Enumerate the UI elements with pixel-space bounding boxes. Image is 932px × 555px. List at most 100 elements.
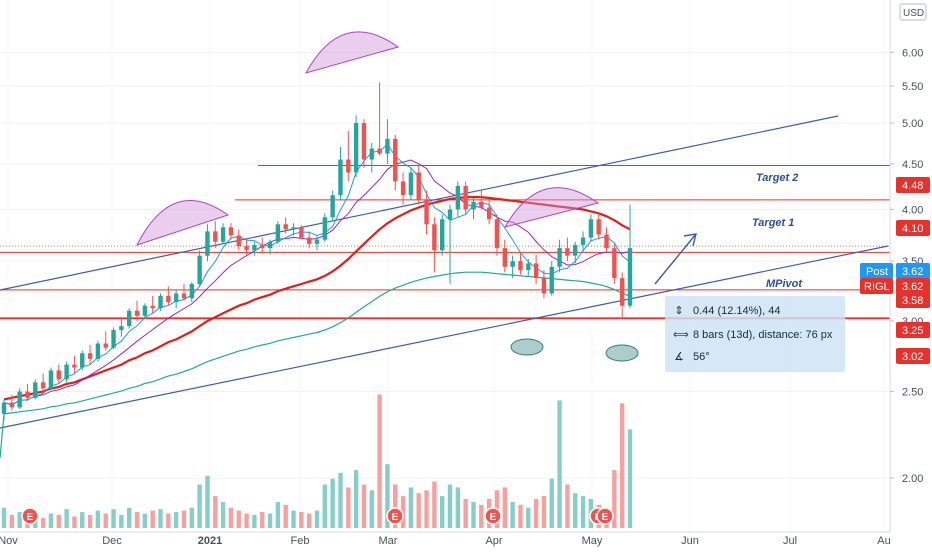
candle-body <box>56 370 61 380</box>
candle-body <box>95 343 101 359</box>
candle-body <box>510 261 515 267</box>
volume-bar <box>220 501 226 528</box>
measure-tooltip: ⇕ 0.44 (12.14%), 44 ⟺ 8 bars (13d), dist… <box>665 296 845 372</box>
candle-body <box>604 234 609 249</box>
price-badge-value: 3.02 <box>902 351 923 363</box>
volume-bar <box>127 507 132 528</box>
candle-body <box>322 217 328 240</box>
ma-200 <box>0 271 631 459</box>
angle-icon: ∡ <box>674 351 684 363</box>
price-badge-value: 4.48 <box>902 180 923 192</box>
candle-body <box>573 244 578 256</box>
y-tick-label: 6.00 <box>902 47 923 59</box>
volume-bar <box>330 478 335 528</box>
candle-body <box>338 159 343 196</box>
candle-body <box>502 248 507 267</box>
volume-bar <box>432 481 437 528</box>
candle-body <box>87 353 93 359</box>
volume-bar <box>518 504 523 528</box>
candle-body <box>533 263 539 279</box>
candle-body <box>283 224 288 230</box>
candle-body <box>400 181 406 196</box>
volume-bar <box>580 496 586 528</box>
x-tick-label: 2021 <box>198 535 222 547</box>
candle-body <box>1 402 7 414</box>
candle-body <box>440 219 445 251</box>
volume-bar <box>9 514 15 528</box>
drawn-shapes <box>136 31 639 362</box>
volume-bar <box>64 509 69 528</box>
candle-body <box>80 353 85 368</box>
volume-bar <box>573 493 578 528</box>
volume-bar <box>17 512 22 528</box>
x-tick-label: Au <box>877 535 890 547</box>
price-badge <box>896 263 930 279</box>
volume-bar <box>189 507 194 528</box>
volume-bar <box>299 512 304 528</box>
post-tag-label: Post <box>866 266 888 278</box>
volume-bar <box>565 484 570 528</box>
candle-body <box>353 123 359 173</box>
volume-bar <box>228 507 234 528</box>
candle-body <box>596 219 601 235</box>
candle-body <box>134 310 140 316</box>
candle-body <box>494 219 500 249</box>
candle-body <box>213 231 218 242</box>
volume-bar <box>213 496 218 528</box>
candle-body <box>33 382 38 398</box>
volume-bar <box>557 400 562 528</box>
price-badge-value: 3.58 <box>902 295 923 307</box>
volume-bar <box>87 514 93 528</box>
volume-bar <box>252 514 257 528</box>
volume-bar <box>369 490 374 528</box>
volume-bar <box>103 513 108 528</box>
candle-body <box>619 278 625 306</box>
candle-body <box>627 248 633 306</box>
volume-bar <box>479 504 484 528</box>
volume-bar <box>275 501 281 528</box>
candle-body <box>518 261 523 271</box>
candle-body <box>541 278 547 294</box>
candle-body <box>25 391 30 398</box>
candle-body <box>142 305 148 316</box>
candle-body <box>377 148 382 154</box>
y-tick-label: 4.50 <box>902 159 923 171</box>
x-tick-label: Nov <box>0 535 18 547</box>
volume-bar <box>471 501 476 528</box>
y-tick-label: 5.50 <box>902 81 923 93</box>
candle-body <box>549 266 554 294</box>
candle-body <box>267 241 273 249</box>
candle-body <box>260 244 265 249</box>
candle-body <box>173 293 179 303</box>
candle-body <box>166 295 171 303</box>
earnings-markers: EEEEE <box>21 507 614 525</box>
price-badge-value: 3.62 <box>902 266 923 278</box>
candle-body <box>150 305 155 309</box>
volume-bar <box>510 501 515 528</box>
measure-angle: 56° <box>693 350 710 363</box>
candlesticks <box>1 82 633 421</box>
candle-body <box>40 382 46 389</box>
bars-range-icon: ⟺ <box>673 329 689 341</box>
price-badge <box>896 220 930 236</box>
currency-label: USD <box>903 8 924 19</box>
candle-body <box>158 295 163 309</box>
volume-bar <box>440 496 445 528</box>
ma-50 <box>3 196 631 401</box>
volume-bar <box>283 504 288 528</box>
candle-body <box>393 138 398 182</box>
volume-bar <box>463 499 468 528</box>
candle-body <box>416 172 421 200</box>
y-tick-label: 2.50 <box>902 387 923 399</box>
earnings-label: E <box>27 512 34 523</box>
candle-body <box>9 402 15 408</box>
annotation-label: Target 2 <box>756 172 798 184</box>
earnings-icon <box>596 507 614 525</box>
x-tick-label: Feb <box>291 535 310 547</box>
candle-body <box>314 239 320 244</box>
volume-bar <box>361 484 367 528</box>
candle-body <box>471 201 476 210</box>
y-tick-label: 5.00 <box>902 118 923 130</box>
volume-bar <box>150 510 155 528</box>
